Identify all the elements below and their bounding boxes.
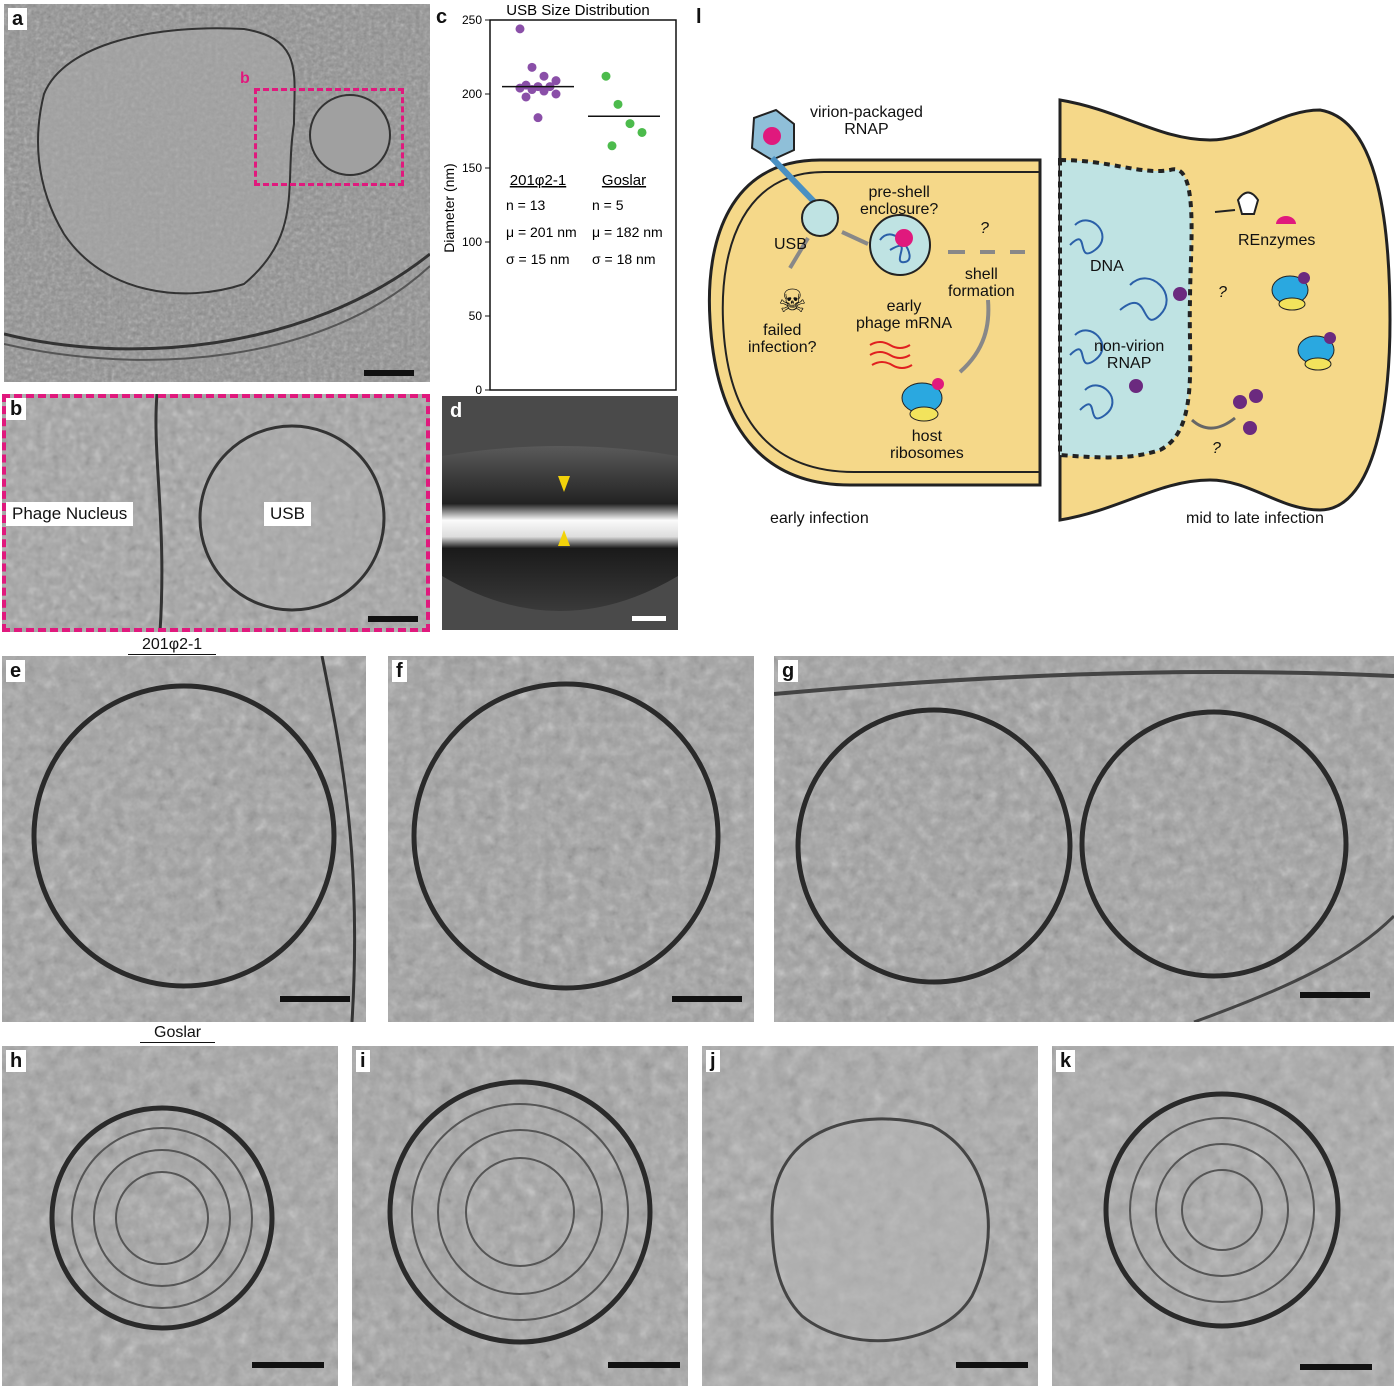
- y-tick-label-1: 50: [469, 309, 483, 323]
- panel-j-label: j: [706, 1050, 720, 1072]
- inset-border: [2, 394, 430, 632]
- panel-c-label: c: [436, 6, 448, 28]
- data-point-1-1: [613, 99, 623, 109]
- renzymes-label: REnzymes: [1238, 232, 1316, 249]
- panel-l-label: l: [696, 6, 702, 28]
- ribosomes-label: host ribosomes: [890, 428, 964, 462]
- panel-g-label: g: [778, 660, 799, 682]
- panel-k-label: k: [1056, 1050, 1076, 1072]
- usb-tag: USB: [264, 502, 311, 526]
- y-tick-label-0: 0: [475, 383, 482, 396]
- data-point-0-3: [551, 76, 561, 86]
- tomogram-image: [4, 4, 430, 382]
- panel-i-usb: i: [352, 1046, 688, 1386]
- ribosome-icon: [901, 378, 944, 422]
- scale-bar: [1300, 992, 1370, 998]
- failed-infection-label: failed infection?: [748, 322, 817, 356]
- stat-sigma-1: σ = 15 nm: [506, 251, 570, 267]
- data-point-0-9: [539, 86, 549, 96]
- panel-a-label: a: [8, 8, 28, 30]
- early-cell: [707, 158, 1042, 487]
- panel-h-usb: h: [2, 1046, 338, 1386]
- group-label-201phi2-1: 201φ2-1: [128, 636, 217, 655]
- y-tick-label-2: 100: [462, 235, 482, 249]
- data-point-0-11: [521, 92, 531, 102]
- scale-bar: [368, 616, 418, 622]
- panel-b-label: b: [6, 398, 27, 420]
- early-caption: early infection: [770, 510, 869, 527]
- virion-rnap-label: virion-packaged RNAP: [810, 104, 923, 138]
- stat-sigma-2: σ = 18 nm: [592, 251, 656, 267]
- group-label-2: Goslar: [602, 172, 646, 189]
- scale-bar: [1300, 1364, 1372, 1370]
- data-point-0-0: [515, 24, 525, 34]
- panel-e-label: e: [6, 660, 26, 682]
- ribosome-icon: [1271, 272, 1336, 371]
- non-virion-rnap-label: non-virion RNAP: [1094, 338, 1165, 372]
- stat-n-1: n = 13: [506, 197, 546, 213]
- pre-shell-label: pre-shell enclosure?: [860, 184, 939, 218]
- question-mark: ?: [980, 220, 989, 237]
- phage-nucleus: [1058, 157, 1194, 460]
- question-mark-2: ?: [1212, 440, 1221, 457]
- y-tick-label-5: 250: [462, 13, 482, 27]
- chart-title: USB Size Distribution: [506, 2, 649, 19]
- scale-bar: [280, 996, 350, 1002]
- panel-g-usb-pair: g: [774, 656, 1394, 1022]
- data-point-0-7: [515, 83, 525, 93]
- data-point-0-10: [551, 89, 561, 99]
- panel-d-average: d: [442, 396, 678, 630]
- panel-f-usb: f: [388, 656, 754, 1022]
- mrna-label: early phage mRNA: [856, 298, 953, 332]
- data-point-0-2: [539, 71, 549, 81]
- panel-h-label: h: [6, 1050, 27, 1072]
- panel-j-usb: j: [702, 1046, 1038, 1386]
- data-point-1-4: [607, 141, 617, 151]
- scale-bar: [956, 1362, 1028, 1368]
- inset-box: [254, 88, 404, 186]
- shell-formation-label: shell formation: [948, 266, 1015, 300]
- y-tick-label-4: 200: [462, 87, 482, 101]
- plot-frame: [489, 19, 677, 391]
- scale-bar: [364, 370, 414, 376]
- scale-bar: [608, 1362, 680, 1368]
- usb-vesicle: [801, 199, 839, 237]
- panel-e-usb: e: [2, 656, 366, 1022]
- scale-bar: [632, 616, 666, 621]
- scale-bar: [672, 996, 742, 1002]
- stat-mu-2: μ = 182 nm: [592, 224, 663, 240]
- panel-l-diagram: l ☠: [690, 0, 1395, 560]
- panel-k-usb: k: [1052, 1046, 1394, 1386]
- dna-label: DNA: [1090, 258, 1124, 275]
- late-caption: mid to late infection: [1186, 510, 1324, 527]
- inset-label: b: [240, 70, 250, 87]
- y-tick-label-3: 150: [462, 161, 482, 175]
- stat-n-2: n = 5: [592, 197, 624, 213]
- phage-nucleus-tag: Phage Nucleus: [6, 502, 134, 526]
- panel-b-zoom: b Phage Nucleus USB: [2, 394, 430, 632]
- question-mark-1: ?: [1218, 284, 1227, 301]
- scale-bar: [252, 1362, 324, 1368]
- panel-c-chart: c USB Size Distribution Diameter (nm) 0 5…: [436, 0, 686, 396]
- panel-i-label: i: [356, 1050, 370, 1072]
- group-label-1: 201φ2-1: [510, 172, 566, 189]
- panel-d-label: d: [450, 400, 463, 422]
- stat-mu-1: μ = 201 nm: [506, 224, 577, 240]
- y-axis-label: Diameter (nm): [441, 163, 457, 252]
- panel-f-label: f: [392, 660, 407, 682]
- panel-a-tomogram: a b: [4, 4, 430, 382]
- data-point-1-3: [637, 127, 647, 137]
- data-point-1-2: [625, 119, 635, 129]
- data-point-1-0: [601, 71, 611, 81]
- skull-icon: ☠: [778, 283, 807, 319]
- usb-label: USB: [774, 236, 807, 253]
- group-label-goslar: Goslar: [140, 1024, 216, 1043]
- scatter-chart: USB Size Distribution Diameter (nm) 0 50 1…: [441, 2, 677, 396]
- data-point-0-12: [533, 113, 543, 123]
- data-point-0-1: [527, 62, 537, 72]
